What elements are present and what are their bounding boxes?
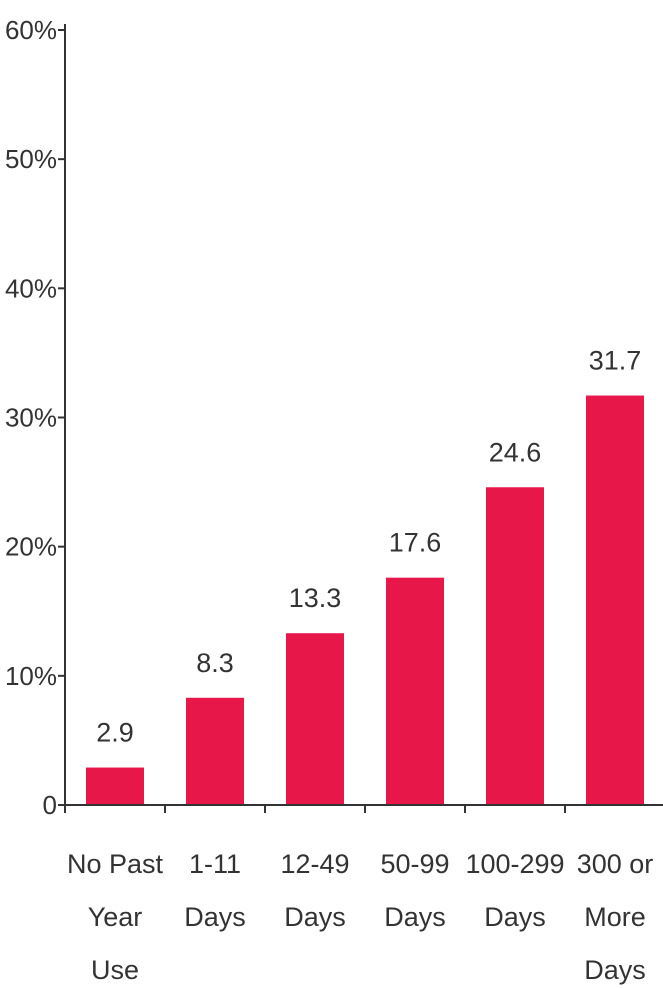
bars — [86, 395, 644, 805]
data-label: 2.9 — [96, 718, 134, 748]
category-label: 100-299 — [465, 849, 564, 879]
bar — [386, 577, 444, 805]
data-label: 13.3 — [289, 583, 342, 613]
bar — [86, 767, 144, 805]
data-labels: 2.9 8.3 13.3 17.6 24.6 31.7 — [96, 346, 641, 748]
category-label: Days — [584, 955, 646, 985]
y-tick-label: 20% — [5, 532, 57, 562]
bar — [586, 395, 644, 805]
bar — [186, 697, 244, 805]
y-tick-label: 50% — [5, 144, 57, 174]
y-tick-label: 60% — [5, 15, 57, 45]
data-label: 24.6 — [489, 437, 542, 467]
y-tick-label: 40% — [5, 273, 57, 303]
category-label: Days — [384, 902, 446, 932]
bar — [286, 633, 344, 805]
category-label: Days — [184, 902, 246, 932]
x-axis-ticks — [64, 805, 566, 813]
y-tick-label: 0 — [43, 790, 57, 820]
category-label: 300 or — [577, 849, 654, 879]
category-label: Days — [484, 902, 546, 932]
category-label: 1-11 — [189, 849, 241, 879]
category-label: Year — [88, 902, 143, 932]
y-axis-ticks: 0 10% 20% 30% 40% 50% 60% — [5, 15, 65, 820]
bar — [486, 487, 544, 805]
category-label: No Past — [67, 849, 164, 879]
category-label: 12-49 — [280, 849, 349, 879]
category-label: Use — [91, 955, 139, 985]
category-labels: No Past Year Use 1-11 Days 12-49 Days 50-99 Days… — [67, 849, 653, 985]
data-label: 31.7 — [589, 346, 642, 376]
category-label: 50-99 — [380, 849, 449, 879]
y-tick-label: 10% — [5, 661, 57, 691]
data-label: 8.3 — [196, 648, 234, 678]
y-tick-label: 30% — [5, 403, 57, 433]
category-label: More — [584, 902, 646, 932]
category-label: Days — [284, 902, 346, 932]
data-label: 17.6 — [389, 528, 442, 558]
